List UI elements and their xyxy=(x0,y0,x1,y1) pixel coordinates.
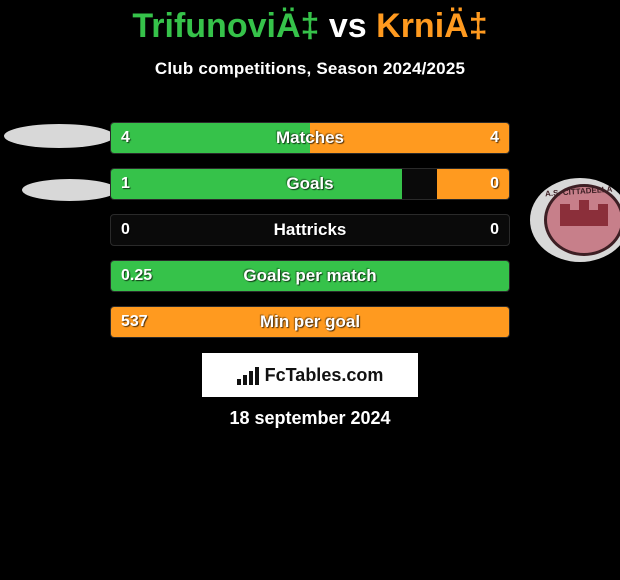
club-badge-right: A.S. CITTADELLA xyxy=(520,178,620,262)
player-left-placeholder-1 xyxy=(4,124,114,148)
stat-value-right: 0 xyxy=(490,215,499,245)
title-player-right: KrniÄ‡ xyxy=(376,7,487,45)
bar-left-fill xyxy=(111,261,509,291)
stat-row: Min per goal537 xyxy=(110,306,510,338)
title-player-left: TrifunoviÄ‡ xyxy=(132,7,319,45)
stat-value-left: 0 xyxy=(121,215,130,245)
bar-right-fill xyxy=(310,123,509,153)
bar-right-fill xyxy=(437,169,509,199)
castle-icon xyxy=(560,196,608,226)
fctables-brand-text: FcTables.com xyxy=(265,365,384,386)
bar-right-fill xyxy=(111,307,509,337)
stat-row: Goals10 xyxy=(110,168,510,200)
bar-left-fill xyxy=(111,123,310,153)
stat-row: Goals per match0.25 xyxy=(110,260,510,292)
bar-left-fill xyxy=(111,169,402,199)
page-subtitle: Club competitions, Season 2024/2025 xyxy=(0,59,620,79)
stat-label: Hattricks xyxy=(111,215,509,245)
player-left-placeholder-2 xyxy=(22,179,117,201)
stat-row: Hattricks0 0 xyxy=(110,214,510,246)
footer-date: 18 september 2024 xyxy=(0,408,620,429)
page-title: TrifunoviÄ‡ vs KrniÄ‡ xyxy=(0,0,620,45)
fctables-brand-box: FcTables.com xyxy=(202,353,418,397)
fctables-logo-icon xyxy=(237,365,259,385)
stat-row: Matches44 xyxy=(110,122,510,154)
title-vs: vs xyxy=(319,7,376,45)
stats-bars: Matches44 Goals10 Hattricks0 0 Goals per mat… xyxy=(110,122,510,352)
